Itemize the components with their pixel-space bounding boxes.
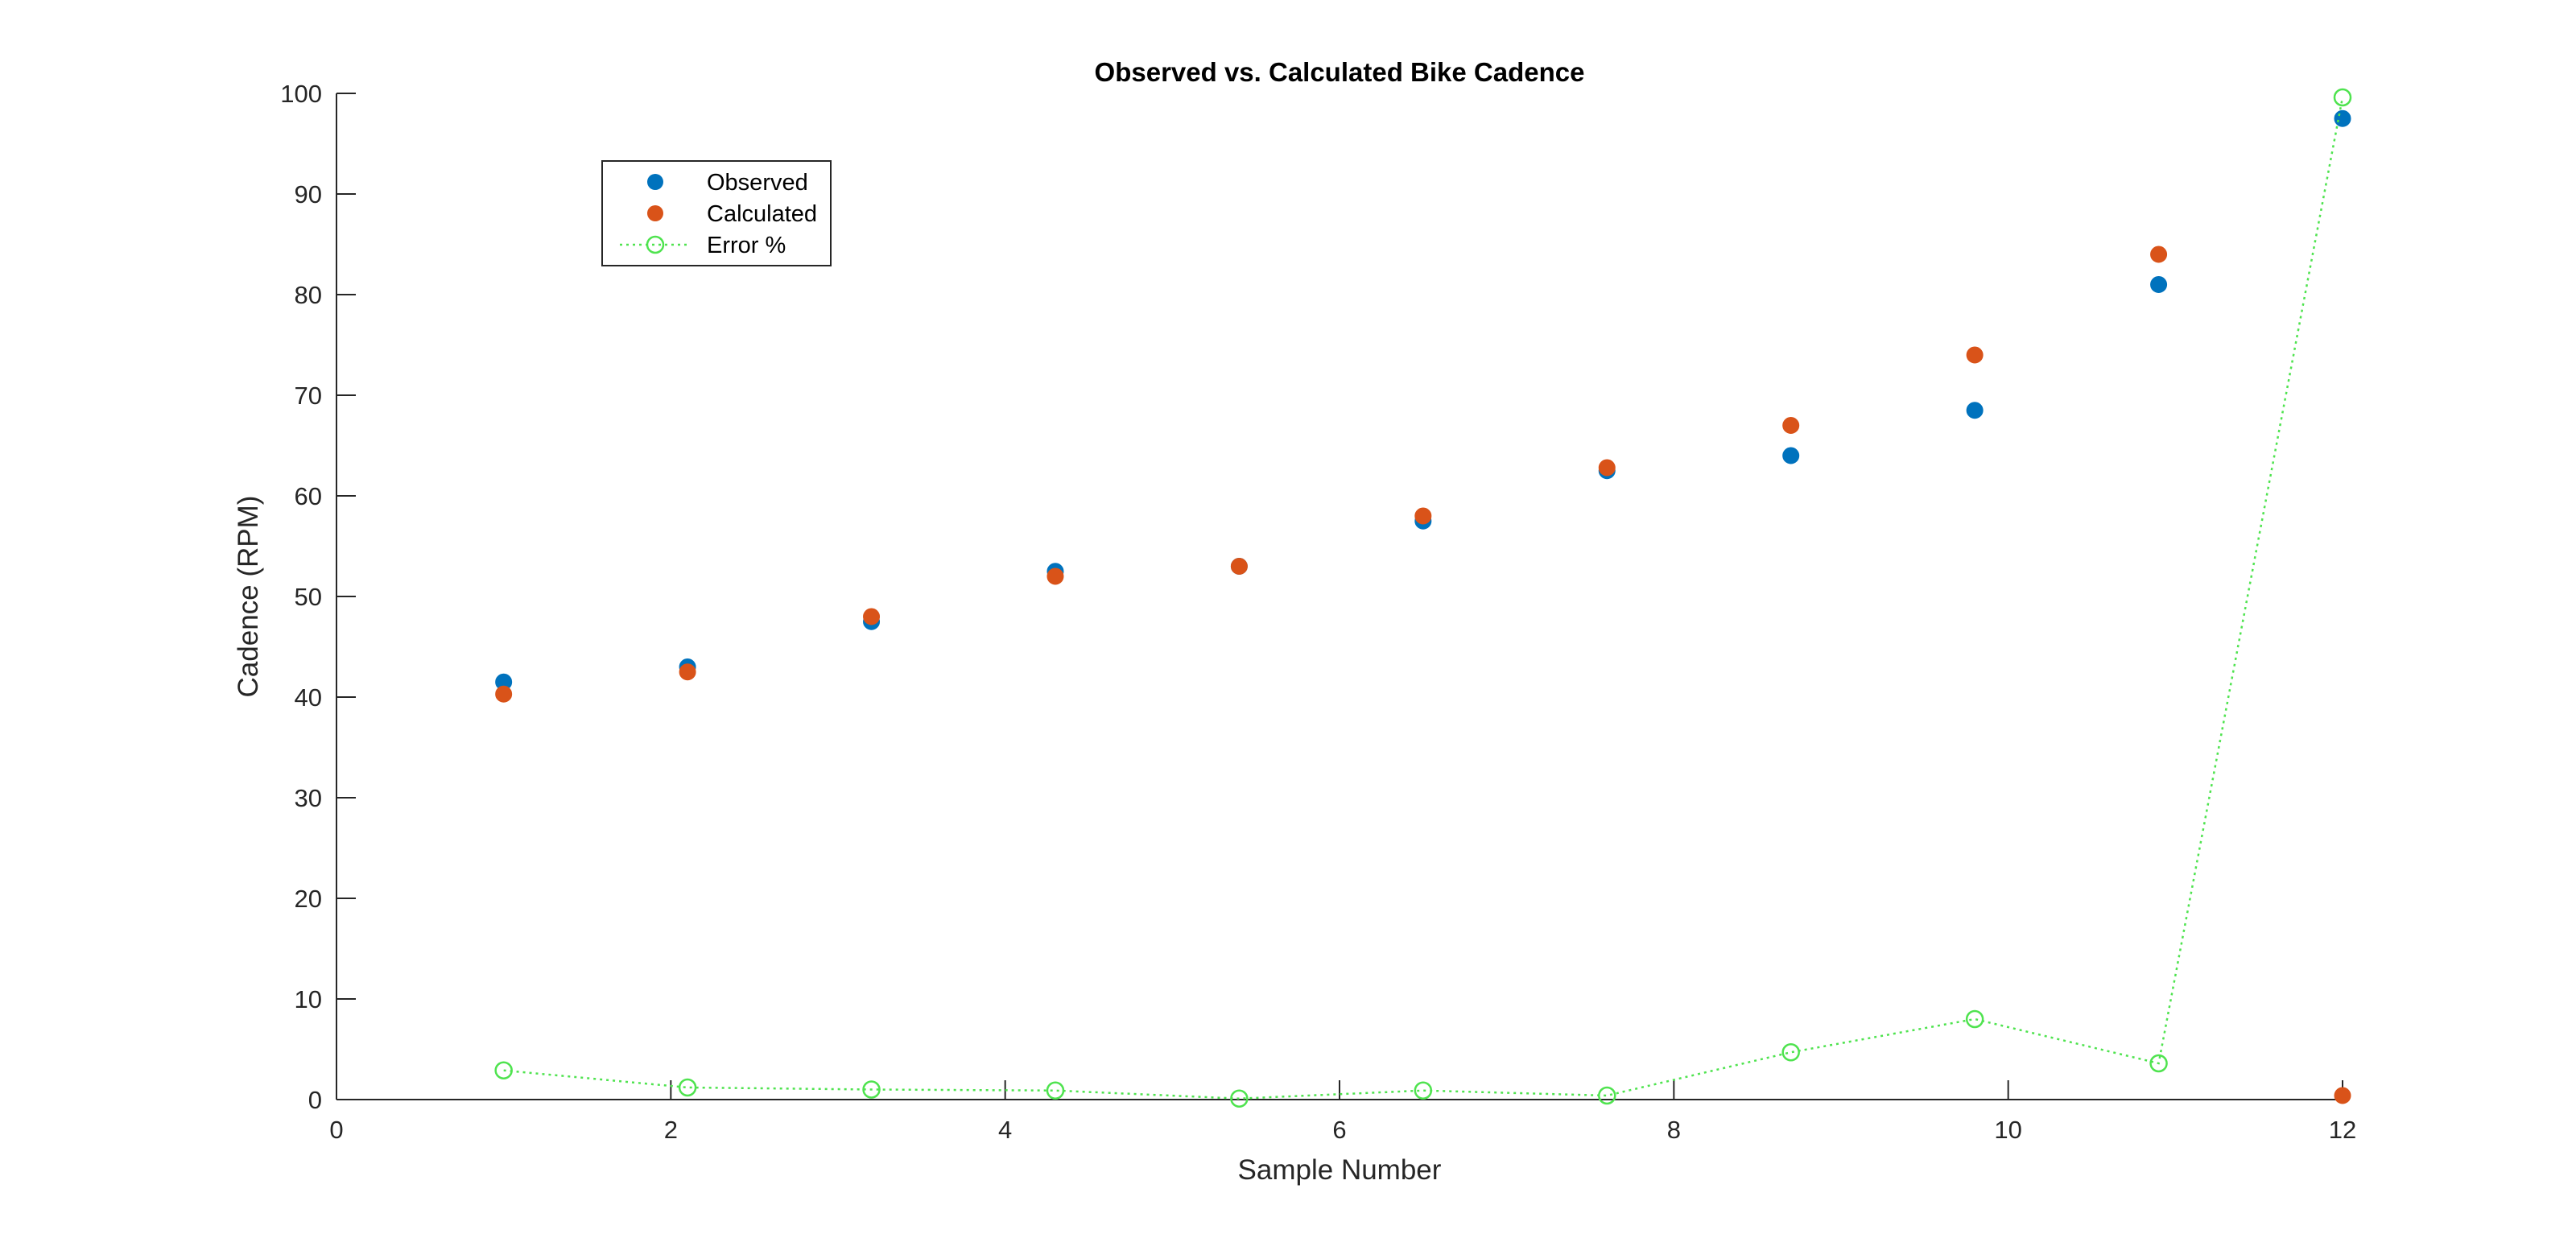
calculated-point: [1046, 567, 1064, 585]
observed-point: [2150, 276, 2168, 293]
y-tick-label: 30: [295, 784, 322, 812]
error-point: [1414, 1081, 1433, 1100]
ticks: 0 2 4 6 8 10 12 0 10 20 30 40 50 60 70 80 90 100: [280, 80, 2356, 1144]
calculated-point: [863, 608, 881, 625]
observed-point: [1782, 447, 1800, 464]
x-tick-label: 10: [1994, 1116, 2021, 1144]
legend-label-calculated: Calculated: [707, 201, 817, 227]
x-tick-label: 0: [329, 1116, 343, 1144]
calculated-point: [1230, 558, 1248, 575]
error-point: [2149, 1054, 2168, 1073]
x-tick-label: 4: [998, 1116, 1012, 1144]
series-error: [494, 88, 2352, 1108]
calculated-point: [2334, 1087, 2351, 1104]
error-point: [494, 1061, 513, 1079]
y-tick-label: 50: [295, 583, 322, 611]
x-tick-label: 2: [664, 1116, 678, 1144]
observed-point: [1966, 402, 1984, 419]
error-point: [2333, 88, 2352, 107]
error-point: [678, 1078, 697, 1097]
y-tick-label: 0: [308, 1086, 322, 1114]
series-calculated: [495, 246, 2351, 1104]
legend-label-observed: Observed: [707, 170, 808, 196]
legend-box: [601, 160, 832, 266]
error-point: [1965, 1009, 1984, 1029]
y-tick-label: 10: [295, 985, 322, 1013]
y-tick-label: 100: [280, 80, 322, 108]
error-point: [1230, 1089, 1249, 1108]
error-point: [862, 1080, 881, 1099]
error-point: [1781, 1043, 1800, 1062]
x-axis-label: Sample Number: [1238, 1154, 1442, 1186]
y-tick-label: 20: [295, 885, 322, 913]
y-axis-label: Cadence (RPM): [233, 496, 264, 698]
x-tick-label: 12: [2329, 1116, 2356, 1144]
y-tick-label: 40: [295, 683, 322, 712]
legend-marker-calculated: [647, 205, 663, 221]
x-tick-label: 6: [1332, 1116, 1346, 1144]
legend-marker-error: [646, 235, 665, 254]
legend: Observed Calculated Error %: [601, 160, 832, 266]
calculated-point: [495, 685, 513, 703]
calculated-point: [2150, 246, 2168, 263]
observed-point: [2334, 109, 2351, 127]
legend-label-error: Error %: [707, 233, 786, 258]
chart-title: Observed vs. Calculated Bike Cadence: [1095, 57, 1585, 87]
calculated-point: [1782, 417, 1800, 434]
y-tick-label: 90: [295, 180, 322, 208]
plot-area: [494, 88, 2352, 1108]
calculated-point: [1598, 459, 1616, 477]
error-point: [1598, 1086, 1616, 1105]
y-tick-label: 60: [295, 482, 322, 510]
y-tick-label: 70: [295, 382, 322, 410]
y-tick-label: 80: [295, 281, 322, 309]
error-point: [1046, 1081, 1065, 1100]
calculated-point: [1966, 346, 1984, 364]
calculated-point: [679, 663, 696, 681]
legend-marker-observed: [647, 174, 663, 190]
calculated-point: [1414, 507, 1432, 525]
x-tick-label: 8: [1667, 1116, 1681, 1144]
